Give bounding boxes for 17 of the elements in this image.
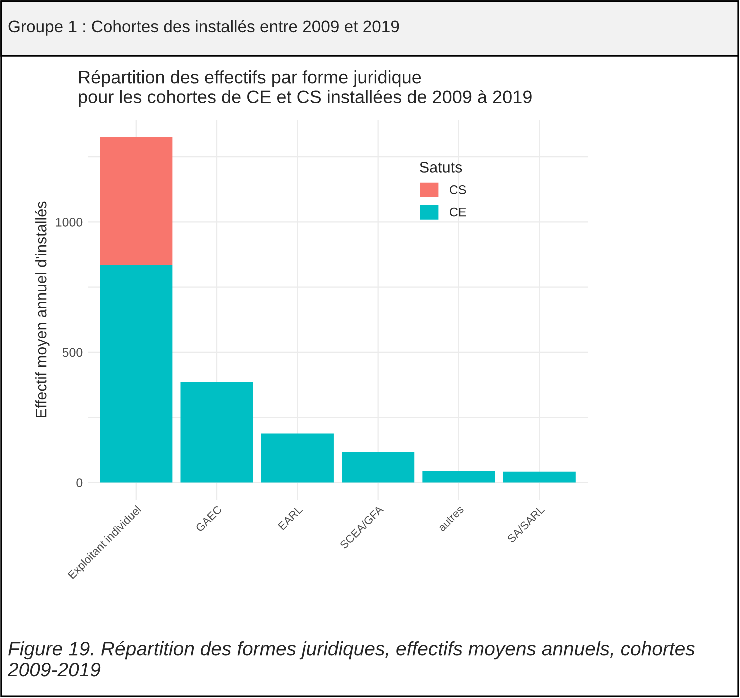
y-axis-title: Effectif moyen annuel d'installés (35, 202, 50, 418)
bar (261, 434, 334, 483)
bar (503, 472, 576, 483)
y-tick-label: 1000 (56, 218, 83, 227)
legend-title: Satuts (420, 162, 462, 173)
bar (100, 137, 173, 266)
caption: Figure 19. Répartition des formes juridiques, effectifs moyens annuels, cohortes 2009-2019 (8, 641, 695, 677)
y-tick-label: 500 (62, 348, 83, 358)
bar (342, 452, 415, 483)
chart-subtitle: Groupe 1 : Cohortes des installés entre 2009 et 2019 (8, 20, 400, 36)
bar (422, 471, 496, 483)
legend-label: CE (450, 208, 466, 217)
y-tick-label: 0 (76, 478, 83, 488)
chart-title: Répartition des effectifs par forme juridique pour les cohortes de CE et CS installées de 2009 à 2019 (79, 70, 532, 108)
bar (100, 265, 173, 483)
legend-label: CS (450, 186, 466, 194)
bar (180, 382, 254, 483)
